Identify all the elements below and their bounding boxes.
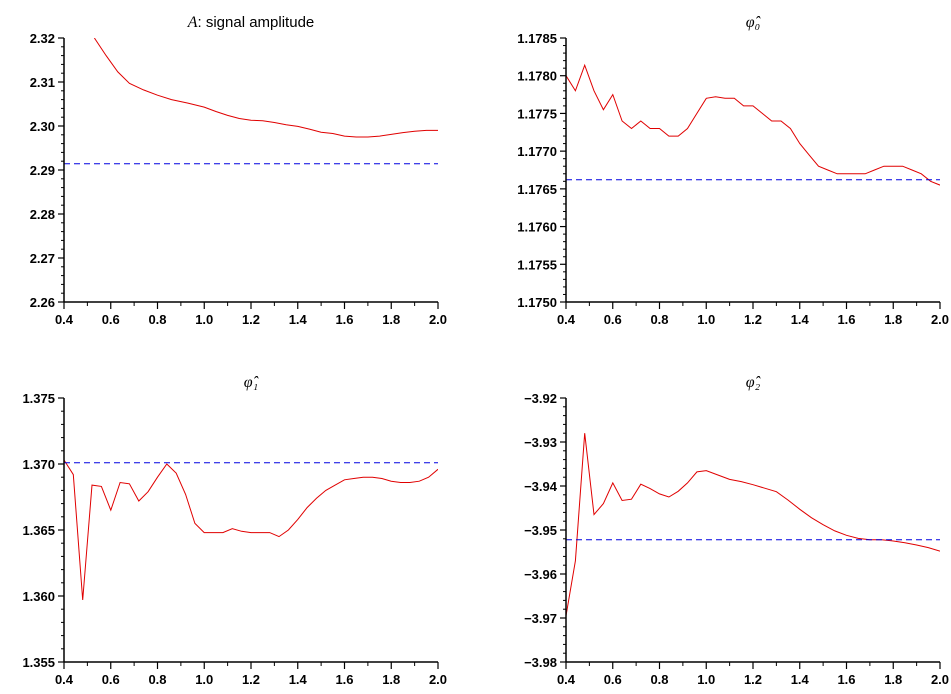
x-tick-label: 0.4 <box>55 672 74 687</box>
y-tick-label: 1.365 <box>22 523 55 538</box>
x-tick-label: 0.4 <box>557 672 576 687</box>
x-tick-label: 0.8 <box>650 312 668 327</box>
estimate-line <box>93 38 438 138</box>
x-tick-label: 1.8 <box>382 312 400 327</box>
x-tick-label: 1.6 <box>837 672 855 687</box>
x-tick-label: 0.4 <box>55 312 74 327</box>
estimate-line <box>566 433 940 616</box>
x-tick-label: 2.0 <box>931 672 949 687</box>
y-tick-label: −3.94 <box>524 479 558 494</box>
panel-title: A: signal amplitude <box>187 14 315 31</box>
title-symbol: φ̂₁ <box>244 374 259 391</box>
y-tick-label: 1.1780 <box>517 69 557 84</box>
x-tick-label: 0.8 <box>650 672 668 687</box>
y-tick-label: −3.97 <box>524 611 557 626</box>
x-tick-label: 1.6 <box>335 672 353 687</box>
title-text: : signal amplitude <box>198 14 315 31</box>
x-tick-label: 1.8 <box>884 672 902 687</box>
y-tick-label: 2.29 <box>30 163 55 178</box>
y-tick-label: 1.360 <box>22 589 55 604</box>
x-tick-label: 0.6 <box>604 672 622 687</box>
panel-title: φ̂₀ <box>746 14 761 31</box>
x-tick-label: 0.6 <box>604 312 622 327</box>
y-tick-label: 1.1765 <box>517 182 557 197</box>
x-tick-label: 1.0 <box>195 672 213 687</box>
y-tick-label: −3.96 <box>524 567 557 582</box>
title-symbol: φ̂₀ <box>746 14 761 31</box>
y-tick-label: 1.370 <box>22 457 55 472</box>
x-tick-label: 1.2 <box>744 312 762 327</box>
y-tick-label: 1.1775 <box>517 106 557 121</box>
y-tick-label: 2.26 <box>30 295 55 310</box>
chart-panel-2: φ̂₀ 0.4 0.6 0.8 1.0 1.2 1.4 1.6 1.8 2.0 1.1750 1.17… <box>517 14 949 327</box>
x-tick-label: 1.8 <box>884 312 902 327</box>
chart-panel-4: φ̂₂ 0.4 0.6 0.8 1.0 1.2 1.4 1.6 1.8 2.0 −3.98 −3.97… <box>524 374 949 687</box>
y-tick-label: −3.92 <box>524 391 557 406</box>
y-tick-label: 1.1750 <box>517 295 557 310</box>
title-symbol: φ̂₂ <box>746 374 761 391</box>
x-tick-label: 1.0 <box>697 672 715 687</box>
x-tick-label: 1.2 <box>242 672 260 687</box>
y-tick-label: 1.1785 <box>517 31 557 46</box>
chart-panel-3: φ̂₁ 0.4 0.6 0.8 1.0 1.2 1.4 1.6 1.8 2.0 1.355 1.360… <box>22 374 447 687</box>
x-tick-label: 1.6 <box>837 312 855 327</box>
y-tick-label: 1.1760 <box>517 220 557 235</box>
y-tick-label: 2.28 <box>30 207 55 222</box>
x-tick-label: 1.6 <box>335 312 353 327</box>
x-tick-label: 0.6 <box>102 672 120 687</box>
x-tick-label: 2.0 <box>429 312 447 327</box>
y-tick-label: 1.355 <box>22 655 55 670</box>
x-tick-label: 2.0 <box>931 312 949 327</box>
x-tick-label: 1.0 <box>697 312 715 327</box>
y-tick-label: 2.27 <box>30 251 55 266</box>
y-tick-label: −3.98 <box>524 655 557 670</box>
x-tick-label: 1.4 <box>289 312 308 327</box>
x-tick-label: 1.4 <box>791 312 810 327</box>
x-tick-label: 1.2 <box>744 672 762 687</box>
y-tick-label: −3.95 <box>524 523 557 538</box>
x-tick-label: 0.8 <box>148 672 166 687</box>
x-tick-label: 1.0 <box>195 312 213 327</box>
x-tick-label: 1.4 <box>289 672 308 687</box>
x-tick-label: 1.8 <box>382 672 400 687</box>
x-tick-label: 2.0 <box>429 672 447 687</box>
panel-title: φ̂₂ <box>746 374 761 391</box>
panel-title: φ̂₁ <box>244 374 259 391</box>
estimate-line <box>566 63 940 186</box>
x-tick-label: 0.8 <box>148 312 166 327</box>
x-tick-label: 0.4 <box>557 312 576 327</box>
y-tick-label: 2.32 <box>30 31 55 46</box>
y-tick-label: 2.30 <box>30 119 55 134</box>
y-tick-label: −3.93 <box>524 435 557 450</box>
title-symbol: A <box>187 14 198 31</box>
y-tick-label: 1.1770 <box>517 144 557 159</box>
y-tick-label: 1.1755 <box>517 257 557 272</box>
estimate-line <box>64 459 438 601</box>
x-tick-label: 1.4 <box>791 672 810 687</box>
y-tick-label: 1.375 <box>22 391 55 406</box>
x-tick-label: 0.6 <box>102 312 120 327</box>
y-tick-label: 2.31 <box>30 75 55 90</box>
chart-panel-1: A: signal amplitude 0.4 0.6 0.8 1.0 1.2 1.4 1.6… <box>30 14 447 327</box>
x-tick-label: 1.2 <box>242 312 260 327</box>
